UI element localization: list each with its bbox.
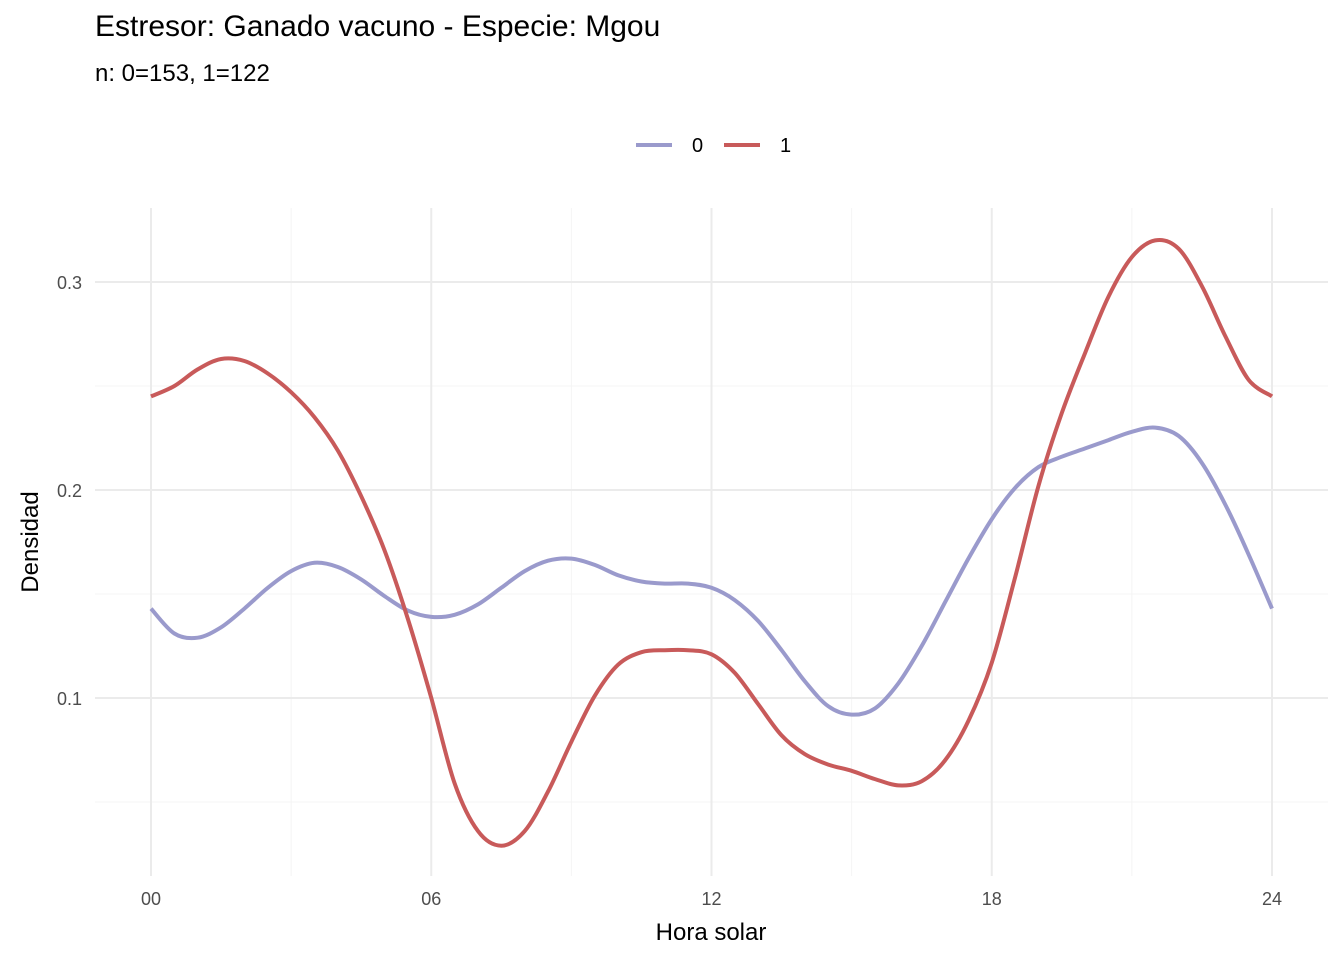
- x-tick-label: 06: [421, 889, 441, 909]
- grid: [95, 208, 1328, 876]
- series-line-1: [150, 238, 1274, 848]
- y-tick-label: 0.2: [57, 481, 82, 501]
- ticks: 00 06 12 18 24 0.1 0.2 0.3: [57, 273, 1282, 909]
- y-tick-label: 0.1: [57, 689, 82, 709]
- series-line-0: [149, 425, 1274, 717]
- legend-label-1: 1: [780, 135, 791, 157]
- x-axis-title: Hora solar: [656, 919, 767, 946]
- y-tick-label: 0.3: [57, 273, 82, 293]
- x-tick-label: 18: [982, 889, 1002, 909]
- chart-subtitle: n: 0=153, 1=122: [95, 60, 270, 87]
- legend-label-0: 0: [692, 135, 703, 157]
- x-tick-label: 00: [141, 889, 161, 909]
- y-axis-title: Densidad: [17, 491, 44, 592]
- x-tick-label: 12: [701, 889, 721, 909]
- chart-title: Estresor: Ganado vacuno - Especie: Mgou: [95, 10, 661, 43]
- x-tick-label: 24: [1262, 889, 1282, 909]
- series-layer: [149, 238, 1274, 848]
